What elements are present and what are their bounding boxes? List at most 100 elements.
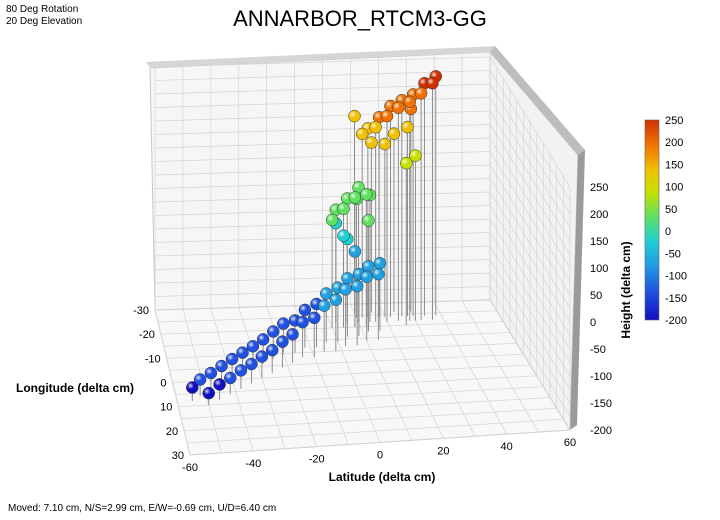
data-point-highlight: [415, 87, 428, 100]
wall-grid-z: [154, 151, 571, 282]
z-tick-label: -150: [590, 398, 612, 410]
data-point-highlight: [213, 378, 226, 391]
x-tick-label: 20: [437, 445, 449, 457]
data-point-highlight: [277, 317, 290, 330]
z-tick-label: 200: [590, 209, 608, 221]
data-point-highlight: [236, 346, 249, 359]
floor-grid-y: [157, 310, 497, 323]
x-axis-label: Latitude (delta cm): [329, 470, 436, 484]
wall-grid-z: [154, 286, 571, 417]
wall-grid-z: [154, 178, 571, 309]
data-point-highlight: [378, 138, 391, 151]
right-edge: [570, 150, 585, 430]
data-point-highlight: [339, 283, 352, 296]
z-tick-label: 0: [590, 317, 596, 329]
data-point-highlight: [337, 229, 350, 242]
wall-grid-z: [154, 191, 571, 323]
floor-grid-y: [187, 418, 564, 444]
wall-grid-z: [154, 299, 571, 431]
wall-grid-z: [154, 218, 571, 350]
wall-grid-z: [154, 164, 571, 296]
data-point-highlight: [298, 303, 311, 316]
colorbar-tick-label: -50: [665, 248, 681, 260]
top-frame: [146, 46, 495, 68]
colorbar-tick-label: 250: [665, 115, 683, 127]
data-point-highlight: [348, 110, 361, 123]
data-point-highlight: [373, 257, 386, 270]
wall-grid-z: [154, 70, 571, 201]
colorbar-tick-label: -200: [665, 315, 687, 327]
data-point-highlight: [348, 245, 361, 258]
data-point-highlight: [337, 202, 350, 215]
status-text: Moved: 7.10 cm, N/S=2.99 cm, E/W=-0.69 c…: [8, 503, 276, 514]
right-frame: [490, 46, 585, 155]
data-point-highlight: [318, 299, 331, 312]
z-tick-label: 250: [590, 182, 608, 194]
y-tick-label: -30: [133, 305, 149, 317]
data-point-highlight: [215, 360, 228, 373]
colorbar-tick-label: -100: [665, 271, 687, 283]
wall-grid-z: [154, 245, 571, 377]
y-tick-label: -20: [139, 329, 155, 341]
z-tick-label: -50: [590, 344, 606, 356]
data-point-highlight: [356, 127, 369, 140]
data-point-highlight: [326, 213, 339, 226]
colorbar-tick-label: 200: [665, 137, 683, 149]
wall-grid-z: [154, 137, 571, 269]
y-tick-label: 0: [160, 378, 166, 390]
wall-grid-z: [154, 232, 571, 363]
colorbar: 250 200 150 100 50 0 -50 -100 -150 -200: [644, 115, 687, 327]
data-point-highlight: [257, 333, 270, 346]
floor-grid-y: [169, 353, 524, 371]
floor-grid-y: [175, 375, 537, 395]
z-tick-label: 100: [590, 263, 608, 275]
data-point-highlight: [255, 350, 268, 363]
data-point-highlight: [296, 316, 309, 329]
x-tick-label: 60: [564, 437, 576, 449]
x-tick-label: -60: [182, 462, 198, 474]
z-axis-label: Height (delta cm): [619, 241, 633, 338]
z-tick-label: -200: [590, 425, 612, 437]
wall-grid-z: [154, 124, 571, 255]
data-point-highlight: [234, 364, 247, 377]
rotation-label: 80 Deg Rotation: [6, 4, 78, 15]
wall-grid-z: [154, 205, 571, 336]
chart-title: ANNARBOR_RTCM3-GG: [233, 6, 487, 31]
colorbar-tick-label: -150: [665, 293, 687, 305]
grid-lines: [154, 50, 571, 456]
floor-grid-y: [184, 407, 557, 432]
y-tick-label: -10: [145, 353, 161, 365]
z-tick-label: 150: [590, 236, 608, 248]
data-point-highlight: [392, 101, 405, 114]
data-point-highlight: [308, 311, 321, 324]
elevation-label: 20 Deg Elevation: [6, 16, 82, 27]
data-point-highlight: [365, 136, 378, 149]
data-point-highlight: [360, 270, 373, 283]
data-points: [186, 70, 443, 400]
data-point-highlight: [401, 121, 414, 134]
z-ticks: -200 -150 -100 -50 0 50 100 150 200 250: [590, 182, 612, 437]
data-point-highlight: [403, 95, 416, 108]
colorbar-tick-label: 0: [665, 226, 671, 238]
x-tick-label: -40: [245, 458, 261, 470]
data-point-highlight: [204, 367, 217, 380]
plot-box: [146, 46, 585, 456]
data-point-highlight: [224, 371, 237, 384]
data-point-highlight: [348, 191, 361, 204]
data-point-highlight: [409, 149, 422, 162]
data-point-highlight: [369, 121, 382, 134]
data-point-highlight: [186, 381, 199, 394]
data-point-highlight: [266, 344, 279, 357]
wall-grid-z: [154, 259, 571, 390]
wall-grid-z: [154, 56, 571, 188]
data-point-highlight: [372, 268, 385, 281]
wall-grid-z: [154, 110, 571, 242]
colorbar-gradient: [644, 119, 660, 321]
data-point-highlight: [267, 325, 280, 338]
wall-grid-z: [154, 83, 571, 215]
data-point-highlight: [362, 214, 375, 227]
y-ticks: -30 -20 -10 0 10 20 30: [133, 305, 184, 462]
data-point-highlight: [351, 280, 364, 293]
wall-grid-z: [154, 272, 571, 404]
z-tick-label: -100: [590, 371, 612, 383]
